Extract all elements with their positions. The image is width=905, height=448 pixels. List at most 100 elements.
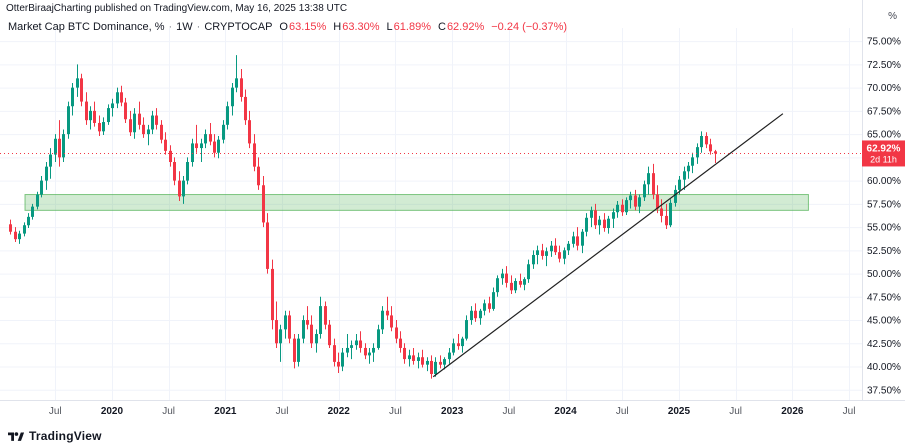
candle-body <box>488 303 491 309</box>
candle-body <box>563 250 566 259</box>
candle-body <box>155 115 158 125</box>
low-value: 61.89% <box>393 21 431 33</box>
candle-body <box>160 124 163 140</box>
candle-body <box>461 338 464 347</box>
time-axis-label: Jul <box>276 406 289 417</box>
candle-body <box>705 135 708 145</box>
candle-body <box>536 250 539 255</box>
time-axis-label: Jul <box>162 406 175 417</box>
candle-body <box>643 184 646 198</box>
candle-body <box>195 143 198 149</box>
candle-body <box>585 217 588 232</box>
candle-body <box>616 204 619 213</box>
candle-body <box>674 189 677 203</box>
legend-separator: · <box>196 21 201 33</box>
candle-body <box>107 108 110 123</box>
support-zone[interactable] <box>24 194 809 211</box>
candle-body <box>700 135 703 148</box>
candle-body <box>293 338 296 362</box>
last-price-badge-value: 62.92% <box>867 143 901 154</box>
candle-body <box>138 113 141 125</box>
candle-body <box>178 180 181 197</box>
candle-body <box>257 166 260 186</box>
candle-body <box>244 96 247 121</box>
candle-body <box>319 306 322 334</box>
candle-body <box>235 78 238 88</box>
candle-body <box>333 345 336 362</box>
high-label: H <box>333 21 342 33</box>
candle-body <box>665 215 668 226</box>
candle-body <box>306 320 309 325</box>
candle-body <box>634 195 637 207</box>
candle-body <box>222 124 225 140</box>
candle-body <box>133 113 136 133</box>
candle-body <box>284 315 287 330</box>
candle-body <box>598 219 601 226</box>
price-axis-label: 55.00% <box>867 223 901 234</box>
interval-label[interactable]: 1W <box>176 21 193 33</box>
trendline[interactable] <box>432 113 784 378</box>
candle-body <box>390 315 393 328</box>
candle-body <box>678 179 681 190</box>
time-axis-label: 2021 <box>214 406 237 417</box>
tradingview-brand-text: TradingView <box>29 429 102 443</box>
candle-body <box>36 194 39 207</box>
candle-body <box>629 195 632 201</box>
last-price-badge[interactable] <box>862 140 905 167</box>
candle-body <box>9 224 12 232</box>
candle-body <box>213 141 216 153</box>
candle-body <box>151 115 154 130</box>
candle-body <box>372 347 375 353</box>
candle-body <box>248 120 251 144</box>
exchange-label: CRYPTOCAP <box>204 21 273 33</box>
candle-body <box>612 212 615 219</box>
time-axis-label: Jul <box>616 406 629 417</box>
candle-body <box>324 306 327 325</box>
candle-body <box>80 78 83 102</box>
chart-legend[interactable]: Market Cap BTC Dominance, % · 1W · CRYPTOCAP… <box>8 21 567 33</box>
symbol-title[interactable]: Market Cap BTC Dominance, % <box>8 21 165 33</box>
candle-body <box>532 254 535 265</box>
tradingview-logo[interactable]: TradingView <box>8 429 102 443</box>
candle-body <box>129 119 132 133</box>
candle-body <box>271 268 274 321</box>
candle-body <box>625 200 628 213</box>
candle-body <box>67 106 70 135</box>
candle-body <box>200 143 203 149</box>
candle-body <box>169 150 172 163</box>
change-value: −0.24 (−0.37%) <box>491 21 568 33</box>
candle-body <box>89 110 92 121</box>
candle-body <box>297 338 300 362</box>
candle-body <box>62 134 65 158</box>
candle-body <box>714 151 717 154</box>
candle-body <box>240 78 243 97</box>
candle-body <box>567 243 570 251</box>
candle-body <box>621 204 624 213</box>
candle-body <box>558 252 561 259</box>
candle-body <box>164 139 167 151</box>
candle-body <box>288 315 291 339</box>
candle-body <box>457 343 460 347</box>
close-value: 62.92% <box>446 21 485 33</box>
candle-body <box>310 324 313 344</box>
candle-body <box>607 218 610 229</box>
candle-body <box>656 194 659 209</box>
candle-body <box>541 250 544 256</box>
time-axis-label: Jul <box>843 406 856 417</box>
candle-body <box>142 124 145 135</box>
candle-body <box>337 361 340 367</box>
candle-body <box>545 251 548 256</box>
candle-body <box>204 134 207 144</box>
candle-body <box>443 359 446 365</box>
candle-body <box>576 236 579 246</box>
candle-body <box>302 320 305 339</box>
candle-body <box>381 310 384 330</box>
candle-body <box>594 210 597 226</box>
candle-body <box>23 225 26 234</box>
price-axis-label: 52.50% <box>867 246 901 257</box>
price-axis-label: 75.00% <box>867 37 901 48</box>
candle-body <box>470 310 473 321</box>
candle-body <box>519 281 522 285</box>
candle-body <box>417 357 420 361</box>
